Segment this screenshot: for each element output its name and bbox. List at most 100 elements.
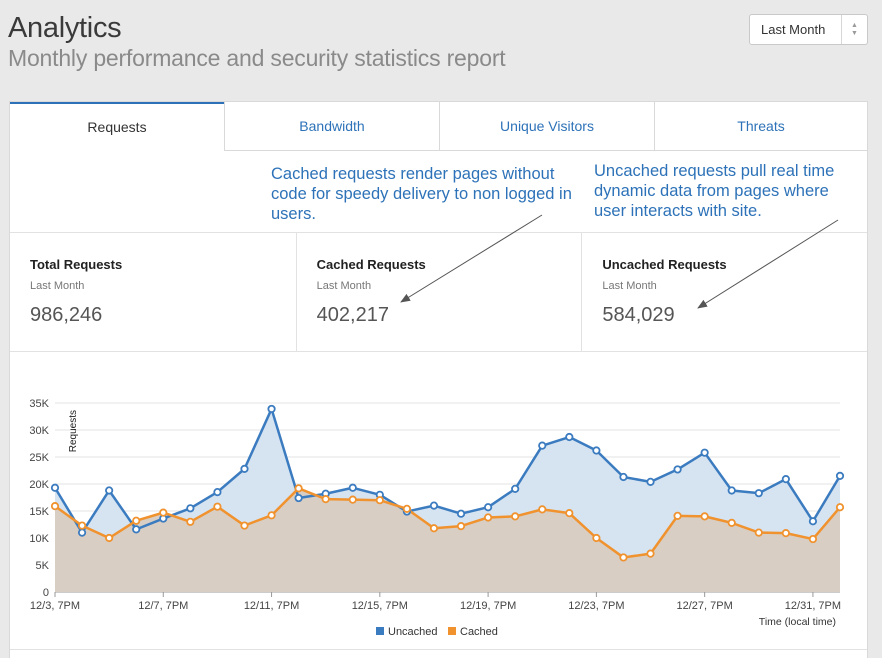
y-tick-label: 25K: [29, 452, 49, 464]
stat-total-requests: Total Requests Last Month 986,246: [10, 233, 296, 351]
date-range-select[interactable]: Last Month ▲ ▼: [749, 14, 868, 45]
stat-label: Cached Requests: [316, 257, 426, 272]
point-cached: [456, 522, 466, 531]
point-cached: [348, 495, 357, 504]
point-cached: [294, 484, 303, 493]
point-uncached: [808, 517, 818, 526]
x-tick-label: 12/19, 7PM: [460, 600, 516, 612]
point-uncached: [484, 503, 493, 512]
point-cached: [240, 521, 249, 530]
stat-cached-requests: Cached Requests Last Month 402,217: [295, 233, 582, 351]
point-cached: [538, 505, 547, 514]
point-cached: [592, 533, 601, 543]
stat-period: Last Month: [316, 280, 372, 292]
legend-swatch-uncached: [376, 627, 384, 635]
point-cached: [159, 508, 168, 517]
x-tick-label: 12/11, 7PM: [244, 600, 299, 612]
point-cached: [754, 528, 763, 537]
legend-swatch-cached: [448, 627, 456, 635]
point-cached: [781, 529, 790, 538]
tab-requests[interactable]: Requests: [10, 102, 224, 151]
point-cached: [429, 524, 439, 533]
stat-value: 584,029: [602, 304, 675, 326]
y-axis-label: Requests: [68, 410, 79, 452]
point-cached: [402, 504, 411, 513]
point-uncached: [619, 472, 628, 482]
stats-row: Total Requests Last Month 986,246 Cached…: [10, 232, 867, 352]
point-uncached: [240, 464, 249, 473]
stat-uncached-requests: Uncached Requests Last Month 584,029: [581, 233, 867, 351]
chart-points: [50, 404, 845, 562]
chart-labels: 0 5K 10K 15K 20K 25K 30K 35K 12/3, 7PM 12/7, 7PM 1…: [29, 398, 841, 638]
page-title: Analytics: [8, 12, 122, 44]
point-cached: [186, 517, 195, 526]
point-cached: [619, 553, 628, 562]
legend-label-cached: Cached: [460, 626, 498, 638]
point-uncached: [429, 501, 439, 510]
point-cached: [484, 513, 493, 522]
select-stepper-icon[interactable]: ▲ ▼: [841, 15, 867, 44]
stat-period: Last Month: [30, 280, 85, 292]
area-cached: [55, 488, 840, 592]
chart-lines: [53, 407, 842, 559]
y-tick-label: 20K: [29, 479, 49, 491]
date-range-value: Last Month: [761, 22, 826, 37]
x-tick-label: 12/27, 7PM: [677, 600, 733, 612]
point-cached: [267, 511, 276, 520]
y-tick-label: 10K: [29, 533, 49, 545]
stat-label: Uncached Requests: [602, 257, 727, 272]
point-uncached: [565, 432, 574, 442]
point-uncached: [348, 483, 357, 492]
y-tick-label: 15K: [29, 506, 49, 518]
point-cached: [375, 496, 384, 505]
point-uncached: [105, 486, 114, 495]
point-uncached: [294, 493, 303, 503]
stat-period: Last Month: [602, 280, 657, 292]
point-uncached: [592, 446, 601, 455]
y-tick-label: 5K: [36, 560, 50, 572]
point-cached: [511, 512, 520, 521]
point-uncached: [754, 489, 763, 498]
y-tick-label: 30K: [29, 425, 49, 437]
point-uncached: [132, 525, 141, 534]
point-uncached: [186, 504, 195, 513]
point-cached: [700, 512, 709, 521]
point-cached: [132, 516, 141, 525]
tab-unique-visitors[interactable]: Unique Visitors: [439, 102, 654, 151]
stat-value: 402,217: [316, 304, 389, 326]
tab-bandwidth[interactable]: Bandwidth: [224, 102, 439, 151]
divider: [10, 649, 867, 650]
stat-label: Total Requests: [30, 257, 123, 272]
line-uncached: [53, 407, 842, 534]
point-uncached: [538, 441, 547, 450]
point-cached: [835, 503, 845, 512]
x-axis-label: Time (local time): [759, 616, 836, 628]
point-cached: [673, 511, 682, 520]
point-uncached: [781, 475, 790, 484]
point-uncached: [727, 486, 736, 495]
point-uncached: [456, 509, 466, 518]
point-uncached: [673, 465, 682, 474]
point-uncached: [646, 477, 655, 486]
page-subtitle: Monthly performance and security statist…: [8, 45, 506, 71]
line-cached: [54, 487, 841, 559]
x-tick-label: 12/7, 7PM: [138, 600, 188, 612]
point-uncached: [213, 488, 222, 497]
point-cached: [50, 502, 60, 511]
tab-threats[interactable]: Threats: [654, 102, 867, 151]
point-uncached: [835, 471, 845, 481]
x-tick-label: 12/31, 7PM: [785, 600, 841, 612]
y-tick-label: 35K: [29, 398, 49, 410]
point-uncached: [77, 528, 87, 537]
x-tick-label: 12/23, 7PM: [568, 600, 624, 612]
y-tick-label: 0: [43, 587, 49, 599]
x-tick-label: 12/3, 7PM: [30, 600, 80, 612]
point-cached: [105, 533, 114, 543]
point-cached: [77, 521, 87, 530]
x-tick-label: 12/15, 7PM: [352, 600, 408, 612]
point-uncached: [267, 404, 276, 414]
point-cached: [565, 509, 574, 518]
chart-areas: [55, 408, 840, 592]
point-cached: [808, 534, 818, 544]
cached-requests-note: Cached requests render pages without cod…: [271, 165, 572, 223]
